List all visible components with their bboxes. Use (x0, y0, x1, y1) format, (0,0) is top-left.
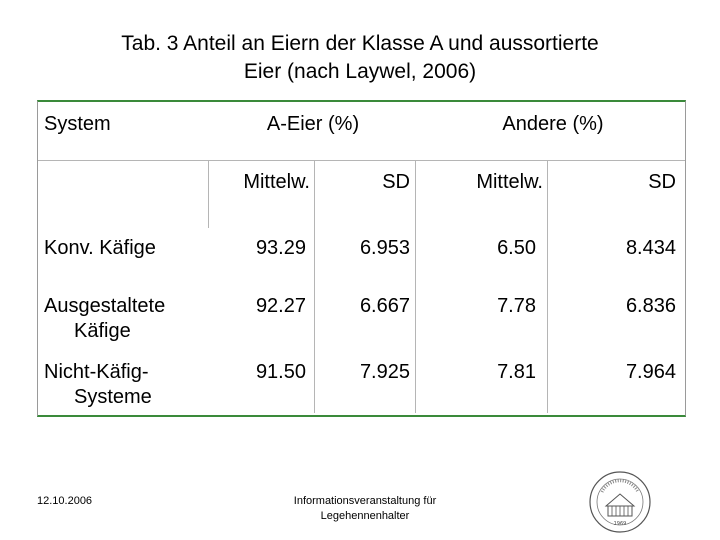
cell-andere-mittelw: 7.78 (497, 295, 536, 317)
cell-a-sd: 6.667 (359, 295, 410, 317)
cell-andere-sd: 7.964 (625, 361, 676, 383)
header-system: System (44, 113, 111, 135)
header-a-eier: A-Eier (%) (266, 113, 360, 135)
subheader-a-sd: SD (382, 171, 410, 193)
header-divider (38, 160, 685, 161)
row-label-line-1: Ausgestaltete (44, 295, 166, 317)
footer-event-line-1: Informationsveranstaltung für (293, 495, 437, 507)
row-label-line-2: Systeme (74, 386, 152, 408)
row-label-line-1: Nicht-Käfig- (44, 361, 149, 383)
title-line-2: Eier (nach Laywel, 2006) (243, 60, 477, 83)
column-divider-andere-mittelw (547, 160, 548, 413)
footer-date: 12.10.2006 (37, 495, 93, 507)
cell-a-mittelw: 91.50 (255, 361, 306, 383)
footer-event: Informationsveranstaltung für Legehennen… (270, 494, 460, 524)
subheader-andere-sd: SD (648, 171, 676, 193)
title-line-1: Tab. 3 Anteil an Eiern der Klasse A und … (121, 32, 599, 55)
row-label-line-2: Käfige (74, 320, 131, 342)
cell-andere-mittelw: 7.81 (497, 361, 536, 383)
subheader-a-mittelw: Mittelw. (243, 171, 310, 193)
university-seal-logo: 1969 (589, 471, 651, 533)
column-divider-system (208, 160, 209, 228)
cell-andere-sd: 8.434 (625, 237, 676, 259)
footer-event-line-2: Legehennenhalter (320, 510, 410, 522)
header-andere: Andere (%) (502, 113, 604, 135)
row-label-nicht-kaefig-systeme: Nicht-Käfig- Systeme (44, 360, 152, 410)
row-label-line-1: Konv. Käfige (44, 237, 156, 259)
subheader-andere-mittelw: Mittelw. (476, 171, 543, 193)
cell-andere-mittelw: 6.50 (497, 237, 536, 259)
cell-a-mittelw: 93.29 (255, 237, 306, 259)
cell-andere-sd: 6.836 (625, 295, 676, 317)
cell-a-sd: 7.925 (359, 361, 410, 383)
slide-title: Tab. 3 Anteil an Eiern der Klasse A und … (0, 30, 720, 86)
row-label-ausgestaltete-kaefige: Ausgestaltete Käfige (44, 294, 165, 344)
column-divider-a-sd (415, 160, 416, 413)
row-label-konv-kaefige: Konv. Käfige (44, 236, 156, 261)
cell-a-sd: 6.953 (359, 237, 410, 259)
column-divider-a-mittelw (314, 160, 315, 413)
data-table: System A-Eier (%) Andere (%) Mittelw. SD… (37, 100, 686, 417)
seal-year: 1969 (614, 521, 627, 527)
cell-a-mittelw: 92.27 (255, 295, 306, 317)
